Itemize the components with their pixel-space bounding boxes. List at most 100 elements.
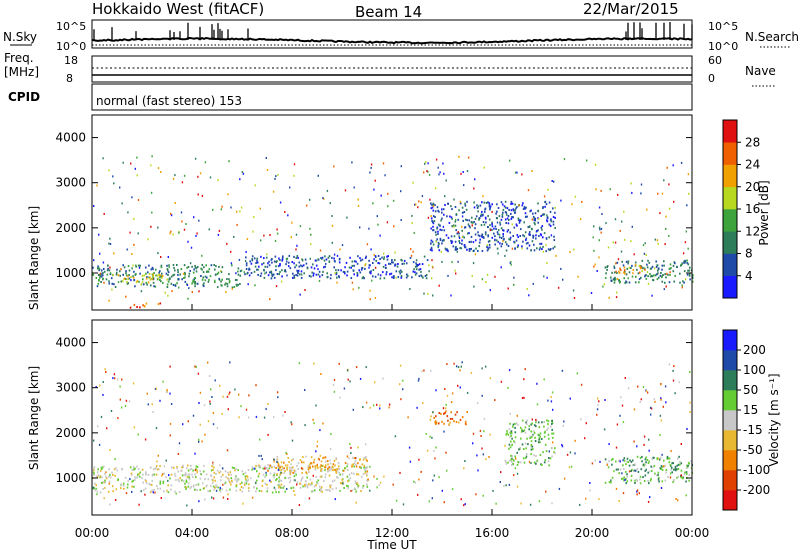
data-cell — [328, 255, 331, 258]
data-cell — [320, 464, 322, 467]
data-cell — [317, 479, 320, 482]
data-cell — [267, 274, 270, 277]
data-cell — [129, 231, 131, 234]
freq-label-line1: Freq. — [4, 51, 34, 65]
data-cell — [132, 264, 134, 267]
data-cell — [459, 242, 461, 244]
data-cell — [634, 482, 636, 484]
data-cell — [437, 246, 440, 249]
data-cell — [136, 306, 138, 308]
data-cell — [369, 406, 371, 409]
data-cell — [651, 294, 653, 297]
data-cell — [234, 478, 236, 481]
data-cell — [437, 230, 439, 233]
data-cell — [316, 445, 318, 448]
data-cell — [512, 209, 515, 212]
data-cell — [200, 267, 202, 270]
data-cell — [502, 229, 505, 232]
data-cell — [303, 484, 306, 487]
data-cell — [141, 274, 144, 277]
data-cell — [391, 259, 393, 261]
data-cell — [292, 272, 294, 275]
data-cell — [435, 389, 437, 392]
data-cell — [160, 275, 163, 278]
data-cell — [212, 463, 214, 466]
data-cell — [116, 469, 119, 472]
data-cell — [488, 456, 490, 458]
data-cell — [194, 157, 197, 160]
data-cell — [159, 276, 161, 279]
data-cell — [109, 266, 111, 269]
data-cell — [683, 260, 685, 263]
data-cell — [130, 162, 132, 165]
data-cell — [632, 272, 634, 275]
data-cell — [351, 464, 353, 467]
data-cell — [551, 432, 553, 435]
data-cell — [631, 225, 633, 228]
data-cell — [341, 244, 344, 247]
data-cell — [547, 427, 549, 430]
data-cell — [541, 248, 543, 250]
data-cell — [189, 269, 191, 272]
data-cell — [312, 490, 314, 492]
data-cell — [319, 475, 322, 478]
data-cell — [349, 477, 352, 480]
data-cell — [239, 274, 242, 277]
data-cell — [287, 477, 290, 480]
data-cell — [608, 296, 610, 299]
colorbar-tick-label: -100 — [743, 463, 770, 477]
data-cell — [516, 206, 518, 209]
data-cell — [97, 265, 99, 268]
data-cell — [308, 497, 311, 500]
data-cell — [376, 215, 378, 218]
data-cell — [657, 269, 659, 272]
data-cell — [210, 388, 212, 391]
data-cell — [148, 264, 150, 267]
data-cell — [451, 261, 453, 264]
data-cell — [109, 476, 112, 479]
data-cell — [361, 463, 364, 466]
colorbar-swatch — [723, 120, 737, 143]
data-cell — [294, 493, 296, 496]
data-cell — [145, 471, 147, 474]
data-cell — [322, 270, 324, 273]
data-cell — [247, 479, 249, 481]
data-cell — [348, 457, 350, 460]
data-cell — [661, 280, 664, 283]
data-cell — [514, 441, 516, 444]
data-cell — [111, 282, 114, 285]
data-cell — [488, 243, 491, 246]
data-cell — [645, 456, 647, 459]
data-cell — [147, 281, 150, 284]
data-cell — [108, 269, 111, 272]
data-cell — [461, 242, 463, 245]
data-cell — [484, 233, 487, 236]
data-cell — [507, 229, 510, 231]
data-cell — [655, 266, 658, 268]
data-cell — [236, 480, 238, 483]
data-cell — [464, 202, 466, 205]
data-cell — [647, 480, 649, 482]
data-cell — [444, 247, 447, 250]
data-cell — [227, 408, 229, 411]
data-cell — [219, 488, 221, 491]
data-cell — [669, 472, 672, 475]
data-cell — [489, 229, 492, 232]
data-cell — [188, 275, 190, 278]
data-cell — [688, 274, 691, 277]
data-cell — [649, 496, 651, 499]
data-cell — [258, 472, 261, 475]
data-cell — [481, 210, 483, 213]
data-cell — [187, 473, 190, 476]
data-cell — [279, 485, 281, 488]
data-cell — [208, 278, 210, 281]
data-cell — [112, 175, 114, 178]
data-cell — [301, 476, 304, 479]
data-cell — [254, 467, 257, 470]
data-cell — [447, 202, 449, 205]
data-cell — [534, 223, 536, 226]
data-cell — [581, 200, 583, 203]
data-cell — [172, 177, 175, 180]
data-cell — [283, 270, 286, 273]
data-cell — [500, 380, 503, 383]
